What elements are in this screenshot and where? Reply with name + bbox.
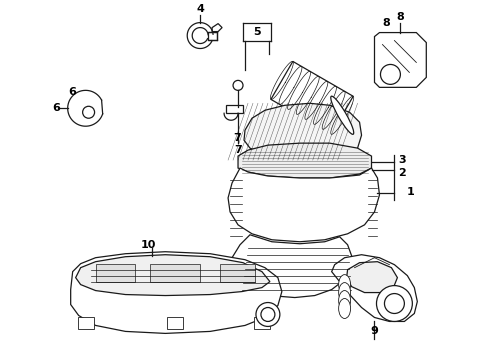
- Polygon shape: [208, 32, 217, 40]
- Circle shape: [385, 293, 404, 314]
- Text: 1: 1: [407, 187, 414, 197]
- Polygon shape: [226, 105, 243, 113]
- Polygon shape: [332, 255, 417, 321]
- Text: 9: 9: [370, 327, 378, 336]
- Polygon shape: [75, 255, 270, 296]
- Polygon shape: [150, 264, 200, 282]
- Ellipse shape: [339, 283, 350, 302]
- Polygon shape: [228, 168, 379, 242]
- Ellipse shape: [339, 275, 350, 294]
- Polygon shape: [374, 32, 426, 87]
- Text: 8: 8: [383, 18, 391, 28]
- Text: 3: 3: [398, 155, 406, 165]
- Circle shape: [380, 64, 400, 84]
- Ellipse shape: [339, 298, 350, 319]
- Text: 6: 6: [52, 103, 60, 113]
- Polygon shape: [254, 318, 270, 329]
- Polygon shape: [212, 24, 222, 32]
- Text: 7: 7: [234, 145, 242, 155]
- Text: 2: 2: [398, 168, 406, 178]
- Circle shape: [233, 80, 243, 90]
- Polygon shape: [220, 264, 255, 282]
- Text: 10: 10: [141, 240, 156, 250]
- Text: 7: 7: [233, 133, 241, 143]
- Circle shape: [256, 302, 280, 327]
- Polygon shape: [271, 62, 353, 134]
- Polygon shape: [346, 262, 397, 293]
- Ellipse shape: [331, 96, 354, 134]
- Polygon shape: [71, 252, 282, 333]
- Circle shape: [83, 106, 95, 118]
- Polygon shape: [238, 143, 371, 178]
- Polygon shape: [167, 318, 183, 329]
- Polygon shape: [244, 103, 362, 162]
- Text: 8: 8: [396, 12, 404, 22]
- Polygon shape: [77, 318, 94, 329]
- Circle shape: [261, 307, 275, 321]
- Ellipse shape: [339, 291, 350, 310]
- Circle shape: [376, 285, 413, 321]
- Text: 4: 4: [196, 4, 204, 14]
- Polygon shape: [230, 235, 352, 298]
- Polygon shape: [96, 264, 135, 282]
- Text: 5: 5: [253, 27, 261, 37]
- Text: 6: 6: [69, 87, 76, 97]
